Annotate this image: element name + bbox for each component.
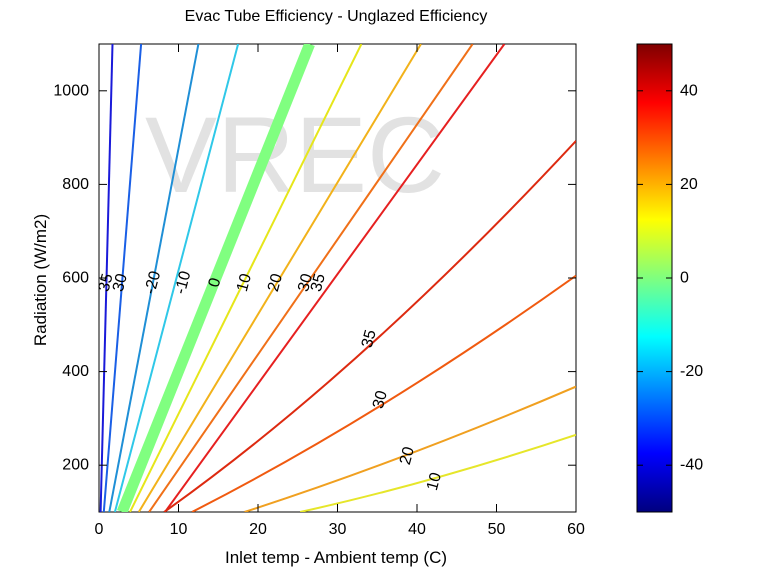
contour-line-10: [191, 274, 576, 512]
contour-line-1: [102, 44, 143, 512]
y-axis-label: Radiation (W/m2): [31, 214, 50, 346]
x-tick-label-2: 20: [249, 521, 267, 538]
contour-label-4: 0: [206, 276, 225, 289]
contour-label-12: 10: [424, 471, 445, 493]
contour-line-7: [148, 44, 474, 512]
colorbar-tick-label-0: -40: [680, 457, 703, 474]
y-tick-label-3: 800: [62, 176, 89, 193]
y-tick-label-2: 600: [62, 270, 89, 287]
contour-label-3: -10: [172, 269, 194, 296]
colorbar-tick-label-1: -20: [680, 363, 703, 380]
contour-line-5: [129, 44, 363, 512]
contour-line-2: [108, 44, 200, 512]
contour-label-9: 35: [359, 328, 380, 350]
contour-line-4: [116, 44, 315, 512]
contour-line-8: [164, 44, 506, 512]
contour-lines: [99, 44, 576, 512]
x-tick-label-4: 40: [408, 521, 426, 538]
contour-line-3: [113, 44, 240, 512]
y-tick-label-4: 1000: [53, 82, 89, 99]
x-tick-label-3: 30: [329, 521, 347, 538]
contour-line-6: [137, 44, 422, 512]
x-tick-label-6: 60: [567, 521, 585, 538]
colorbar-tick-label-2: 0: [680, 270, 689, 287]
contour-label-7: 30: [295, 272, 316, 294]
colorbar-tick-label-4: 40: [680, 82, 698, 99]
contour-label-5: 10: [234, 272, 255, 294]
contour-line-12: [299, 433, 576, 512]
x-tick-label-5: 50: [488, 521, 506, 538]
y-tick-label-0: 200: [62, 457, 89, 474]
watermark: VREC: [145, 94, 445, 215]
chart-title: Evac Tube Efficiency - Unglazed Efficien…: [185, 8, 488, 25]
contour-label-11: 20: [397, 445, 418, 467]
contour-label-1: 30: [110, 272, 131, 294]
x-tick-label-1: 10: [170, 521, 188, 538]
contour-label-6: 20: [265, 272, 286, 294]
contour-line-11: [244, 385, 576, 512]
contour-label-0: 35: [96, 272, 117, 294]
contour-label-8: 35: [308, 272, 329, 294]
x-axis-label: Inlet temp - Ambient temp (C): [225, 548, 447, 567]
colorbar-tick-label-3: 20: [680, 176, 698, 193]
contour-label-10: 30: [370, 389, 391, 411]
contour-label-2: -20: [142, 269, 164, 296]
y-tick-label-1: 400: [62, 363, 89, 380]
x-tick-label-0: 0: [95, 521, 104, 538]
contour-line-9: [163, 140, 576, 512]
colorbar-ticks: -40 -20 0 20 40: [637, 82, 703, 474]
x-axis: 0 10 20 30 40 50 60: [95, 44, 585, 538]
